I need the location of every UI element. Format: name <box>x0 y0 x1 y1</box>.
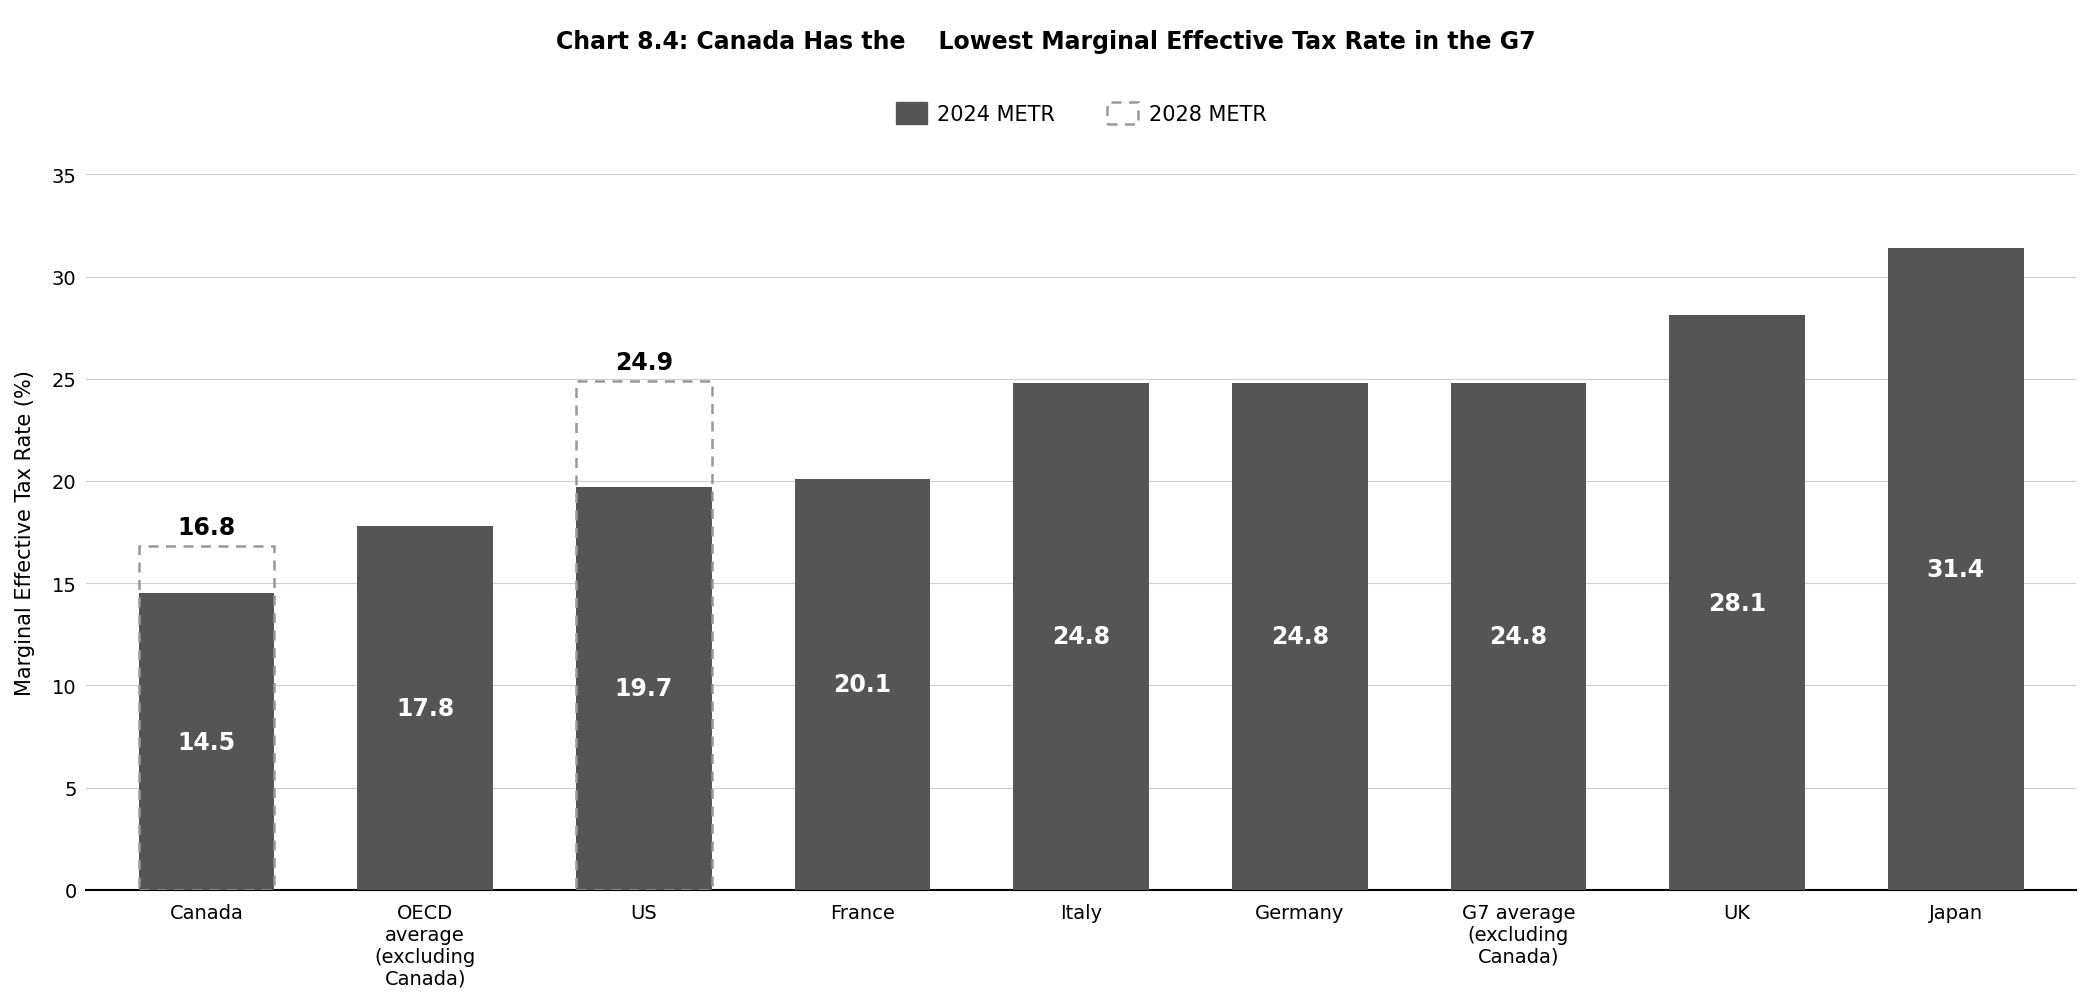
Bar <box>138 594 274 890</box>
Bar <box>575 487 711 890</box>
Text: 24.8: 24.8 <box>1271 625 1330 649</box>
Bar <box>795 479 930 890</box>
Text: 24.9: 24.9 <box>615 350 673 374</box>
Text: 14.5: 14.5 <box>178 730 236 754</box>
Text: 16.8: 16.8 <box>178 516 236 540</box>
Bar <box>1451 383 1587 890</box>
Text: 31.4: 31.4 <box>1926 558 1984 582</box>
Text: Chart 8.4: Canada Has the    Lowest Marginal Effective Tax Rate in the G7: Chart 8.4: Canada Has the Lowest Margina… <box>556 30 1535 54</box>
Text: 20.1: 20.1 <box>834 673 891 697</box>
Bar <box>1232 383 1368 890</box>
Text: 19.7: 19.7 <box>615 677 673 701</box>
Text: 28.1: 28.1 <box>1708 591 1767 615</box>
Bar <box>575 381 711 890</box>
Text: 17.8: 17.8 <box>395 696 454 720</box>
Bar <box>1669 316 1805 890</box>
Text: 24.8: 24.8 <box>1489 625 1547 649</box>
Y-axis label: Marginal Effective Tax Rate (%): Marginal Effective Tax Rate (%) <box>15 370 36 695</box>
Text: 24.8: 24.8 <box>1052 625 1110 649</box>
Bar <box>1888 249 2024 890</box>
Legend: 2024 METR, 2028 METR: 2024 METR, 2028 METR <box>884 92 1278 135</box>
Bar <box>138 547 274 890</box>
Bar <box>358 527 493 890</box>
Bar <box>1014 383 1148 890</box>
